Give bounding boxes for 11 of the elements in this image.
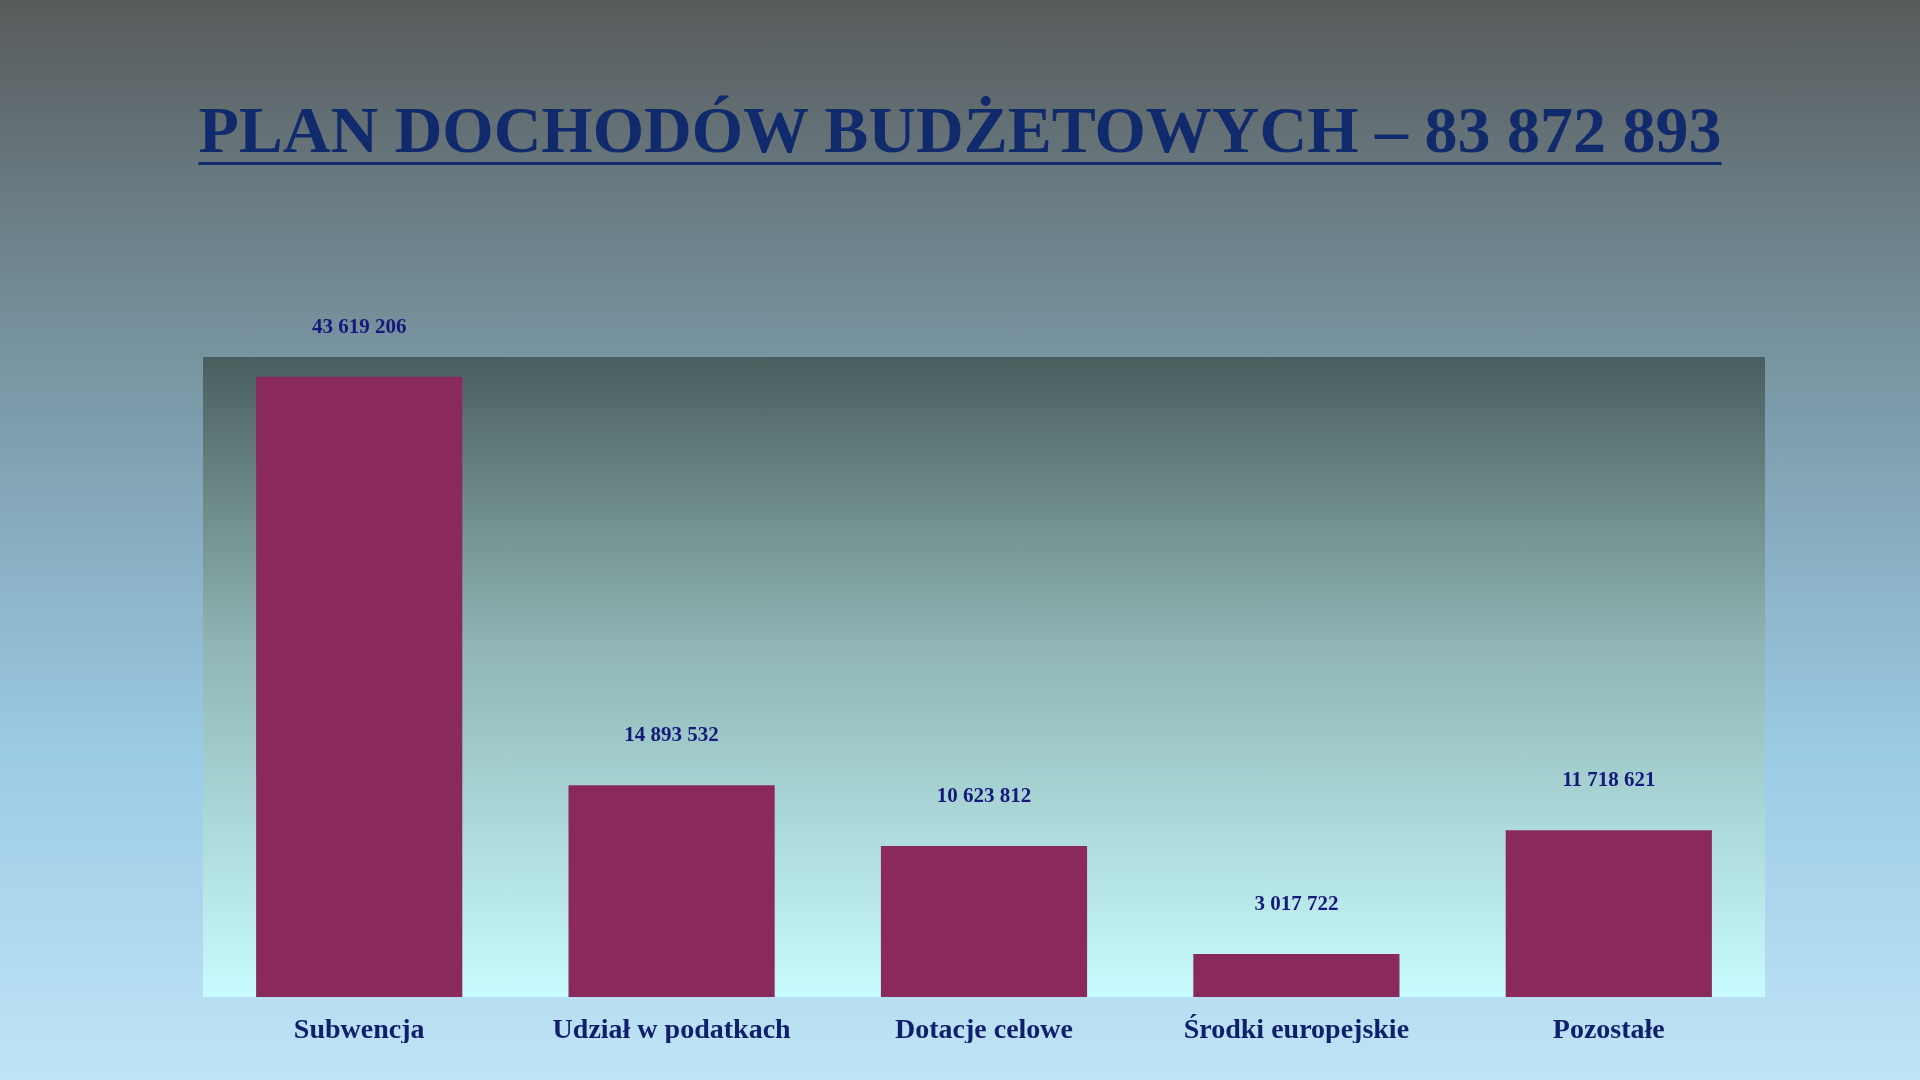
data-label: 10 623 812 — [936, 782, 1032, 807]
data-label: 3 017 722 — [1254, 891, 1339, 916]
x-tick-label: Udział w podatkach — [552, 1012, 792, 1044]
x-tick-label: Pozostałe — [1552, 1012, 1665, 1044]
data-label: 11 718 621 — [1562, 767, 1656, 792]
data-label: 14 893 532 — [624, 722, 719, 747]
x-tick-label: Dotacje celowe — [894, 1012, 1074, 1044]
data-label: 43 619 206 — [311, 313, 407, 338]
chart-title: PLAN DOCHODÓW BUDŻETOWYCH – 83 872 893 — [197, 92, 1723, 168]
x-tick-label: Środki europejskie — [1183, 1012, 1410, 1044]
x-tick-label: Subwencja — [293, 1012, 425, 1044]
